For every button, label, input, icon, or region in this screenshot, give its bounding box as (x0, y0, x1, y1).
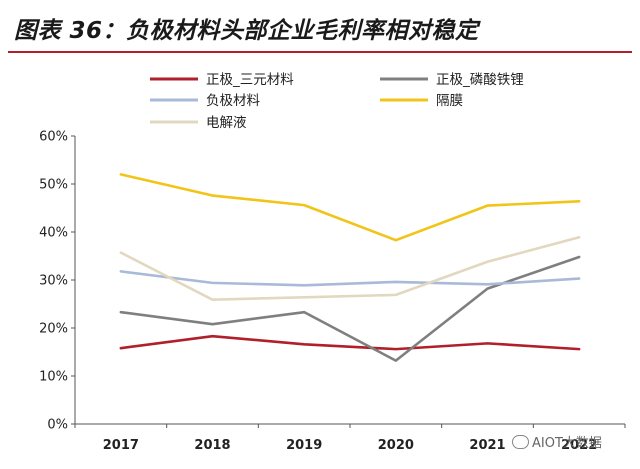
series-line-5 (119, 235, 581, 301)
series-layer (119, 173, 581, 362)
wechat-icon (512, 435, 529, 449)
title-divider (8, 51, 632, 53)
y-tick-label: 0% (47, 418, 68, 433)
watermark-text: AIOT大数据 (532, 436, 602, 451)
x-tick-label: 2022 (561, 438, 597, 453)
series-line-4 (119, 173, 581, 242)
legend-label: 负极材料 (206, 93, 260, 109)
watermark: AIOT大数据 (512, 432, 602, 451)
legend-label: 正极_三元材料 (206, 72, 294, 88)
legend-label: 电解液 (206, 115, 247, 131)
legend-label: 正极_磷酸铁锂 (436, 72, 524, 88)
y-tick-label: 20% (39, 322, 68, 337)
x-tick-label: 2018 (194, 438, 230, 453)
axes: 0% 10% 20% 30% 40% 50% 60% 2017 2018 2019 2020 2021… (39, 130, 626, 453)
y-tick-label: 50% (39, 178, 68, 193)
legend-label: 隔膜 (436, 93, 463, 109)
series-line-3 (119, 270, 581, 287)
y-tick-label: 40% (39, 226, 68, 241)
figure-title: 图表 36：负极材料头部企业毛利率相对稳定 (14, 18, 479, 44)
x-tick-label: 2020 (378, 438, 414, 453)
y-tick-label: 60% (39, 130, 68, 145)
x-tick-label: 2017 (103, 438, 139, 453)
x-tick-label: 2019 (286, 438, 322, 453)
y-tick-label: 10% (39, 370, 68, 385)
x-tick-label: 2021 (469, 438, 505, 453)
y-tick-label: 30% (39, 274, 68, 289)
series-line-1 (119, 334, 581, 351)
